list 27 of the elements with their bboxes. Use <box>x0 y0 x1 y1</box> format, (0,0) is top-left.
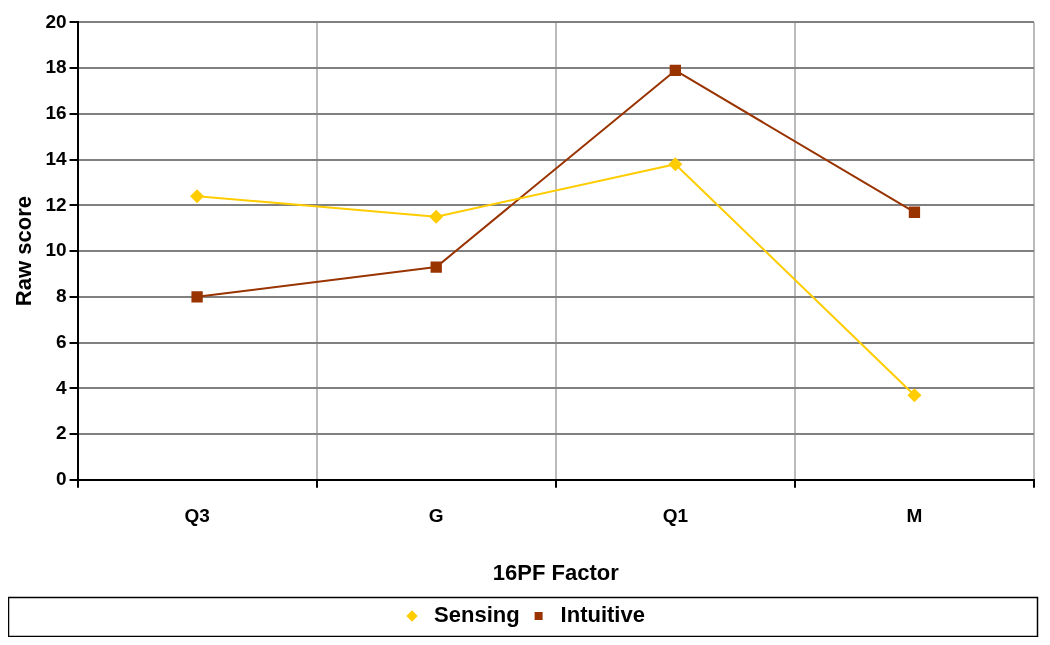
x-tick-label: M <box>906 505 923 527</box>
y-axis-title: Raw score <box>11 196 37 307</box>
point <box>907 388 922 403</box>
point <box>191 291 203 303</box>
y-tick-label: 6 <box>55 330 67 352</box>
point <box>668 157 683 172</box>
x-tick-label: Q3 <box>184 505 210 527</box>
y-tick-label: 16 <box>45 102 67 124</box>
x-axis-title: 16PF Factor <box>492 559 620 585</box>
y-tick-label: 10 <box>45 239 67 261</box>
y-tick-label: 4 <box>55 376 67 398</box>
point <box>669 64 681 77</box>
y-tick-label: 14 <box>45 147 67 169</box>
legend-label: Sensing <box>434 602 520 628</box>
point <box>429 209 444 224</box>
y-tick-label: 8 <box>55 285 67 307</box>
y-tick-label: 18 <box>45 56 67 78</box>
y-tick-label: 2 <box>55 422 67 444</box>
legend-label: Intuitive <box>560 602 645 628</box>
x-tick-label: G <box>428 505 444 527</box>
point <box>908 206 921 218</box>
y-tick-label: 20 <box>45 10 67 32</box>
point <box>430 261 442 273</box>
y-tick-label: 0 <box>55 468 67 490</box>
point <box>190 189 205 204</box>
y-tick-label: 12 <box>45 193 67 215</box>
x-tick-label: Q1 <box>662 505 689 527</box>
